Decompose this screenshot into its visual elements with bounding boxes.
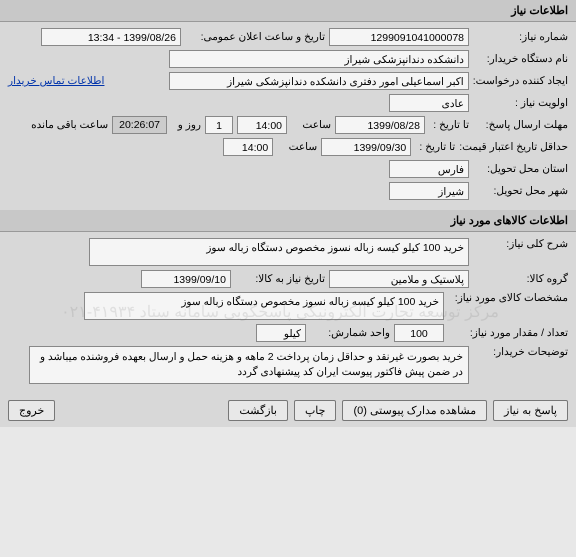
contact-link[interactable]: اطلاعات تماس خریدار — [8, 75, 104, 87]
announce-datetime-value: 1399/08/26 - 13:34 — [41, 28, 181, 46]
row-min-credit: حداقل تاریخ اعتبار قیمت: تا تاریخ : 1399… — [8, 138, 568, 156]
section1-header: اطلاعات نیاز — [0, 0, 576, 22]
need-number-value: 1299091041000078 — [329, 28, 469, 46]
deadline-label: مهلت ارسال پاسخ: — [473, 119, 568, 131]
min-credit-date: 1399/09/30 — [321, 138, 411, 156]
row-quantity: تعداد / مقدار مورد نیاز: 100 واحد شمارش:… — [8, 324, 568, 342]
quantity-label: تعداد / مقدار مورد نیاز: — [448, 327, 568, 339]
deadline-days: 1 — [205, 116, 233, 134]
deadline-days-label: روز و — [171, 119, 201, 131]
priority-value: عادی — [389, 94, 469, 112]
goods-group-label: گروه کالا: — [473, 273, 568, 285]
announce-datetime-label: تاریخ و ساعت اعلان عمومی: — [185, 31, 325, 43]
deadline-time: 14:00 — [237, 116, 287, 134]
min-credit-time-label: ساعت — [277, 141, 317, 153]
min-credit-time: 14:00 — [223, 138, 273, 156]
quantity-value: 100 — [394, 324, 444, 342]
section1-body: شماره نیاز: 1299091041000078 تاریخ و ساع… — [0, 22, 576, 210]
goods-group-value: پلاستیک و ملامین — [329, 270, 469, 288]
deadline-time-label: ساعت — [291, 119, 331, 131]
buyer-notes-value: خرید بصورت غیرنقد و حداقل زمان پرداخت 2 … — [29, 346, 469, 384]
need-number-label: شماره نیاز: — [473, 31, 568, 43]
unit-label: واحد شمارش: — [310, 327, 390, 339]
general-desc-value: خرید 100 کیلو کیسه زباله نسوز مخصوص دستگ… — [89, 238, 469, 266]
province-label: استان محل تحویل: — [473, 163, 568, 175]
deadline-date: 1399/08/28 — [335, 116, 425, 134]
reply-button[interactable]: پاسخ به نیاز — [493, 400, 568, 421]
deadline-timer: 20:26:07 — [112, 116, 167, 134]
city-label: شهر محل تحویل: — [473, 185, 568, 197]
exit-button[interactable]: خروج — [8, 400, 55, 421]
min-credit-to-label: تا تاریخ : — [415, 141, 455, 153]
goods-spec-value: خرید 100 کیلو کیسه زباله نسوز مخصوص دستگ… — [84, 292, 444, 320]
row-buyer-org: نام دستگاه خریدار: دانشکده دندانپزشکی شی… — [8, 50, 568, 68]
row-province: استان محل تحویل: فارس — [8, 160, 568, 178]
deadline-to-label: تا تاریخ : — [429, 119, 469, 131]
goods-date-value: 1399/09/10 — [141, 270, 231, 288]
min-credit-label: حداقل تاریخ اعتبار قیمت: — [459, 141, 568, 153]
priority-label: اولویت نیاز : — [473, 97, 568, 109]
row-priority: اولویت نیاز : عادی — [8, 94, 568, 112]
row-deadline: مهلت ارسال پاسخ: تا تاریخ : 1399/08/28 س… — [8, 116, 568, 134]
goods-spec-label: مشخصات کالای مورد نیاز: — [448, 292, 568, 304]
requester-value: اکبر اسماعیلی امور دفتری دانشکده دندانپز… — [169, 72, 469, 90]
row-city: شهر محل تحویل: شیراز — [8, 182, 568, 200]
unit-value: کیلو — [256, 324, 306, 342]
section2-header: اطلاعات کالاهای مورد نیاز — [0, 210, 576, 232]
print-button[interactable]: چاپ — [294, 400, 337, 421]
row-need-number: شماره نیاز: 1299091041000078 تاریخ و ساع… — [8, 28, 568, 46]
goods-date-label: تاریخ نیاز به کالا: — [235, 273, 325, 285]
button-bar: پاسخ به نیاز مشاهده مدارک پیوستی (0) چاپ… — [0, 394, 576, 427]
province-value: فارس — [389, 160, 469, 178]
row-requester: ایجاد کننده درخواست: اکبر اسماعیلی امور … — [8, 72, 568, 90]
buyer-org-value: دانشکده دندانپزشکی شیراز — [169, 50, 469, 68]
general-desc-label: شرح کلی نیاز: — [473, 238, 568, 250]
requester-label: ایجاد کننده درخواست: — [473, 75, 568, 87]
row-general-desc: شرح کلی نیاز: خرید 100 کیلو کیسه زباله ن… — [8, 238, 568, 266]
city-value: شیراز — [389, 182, 469, 200]
buyer-org-label: نام دستگاه خریدار: — [473, 53, 568, 65]
row-goods-spec: مشخصات کالای مورد نیاز: خرید 100 کیلو کی… — [8, 292, 568, 320]
back-button[interactable]: بازگشت — [228, 400, 288, 421]
attachments-button[interactable]: مشاهده مدارک پیوستی (0) — [342, 400, 487, 421]
row-goods-group: گروه کالا: پلاستیک و ملامین تاریخ نیاز ب… — [8, 270, 568, 288]
section2-body: مرکز توسعه تجارت الکترونیکی پاسخگویی سام… — [0, 232, 576, 394]
row-buyer-notes: توضیحات خریدار: خرید بصورت غیرنقد و حداق… — [8, 346, 568, 384]
deadline-remain-label: ساعت باقی مانده — [31, 119, 108, 131]
buyer-notes-label: توضیحات خریدار: — [473, 346, 568, 358]
